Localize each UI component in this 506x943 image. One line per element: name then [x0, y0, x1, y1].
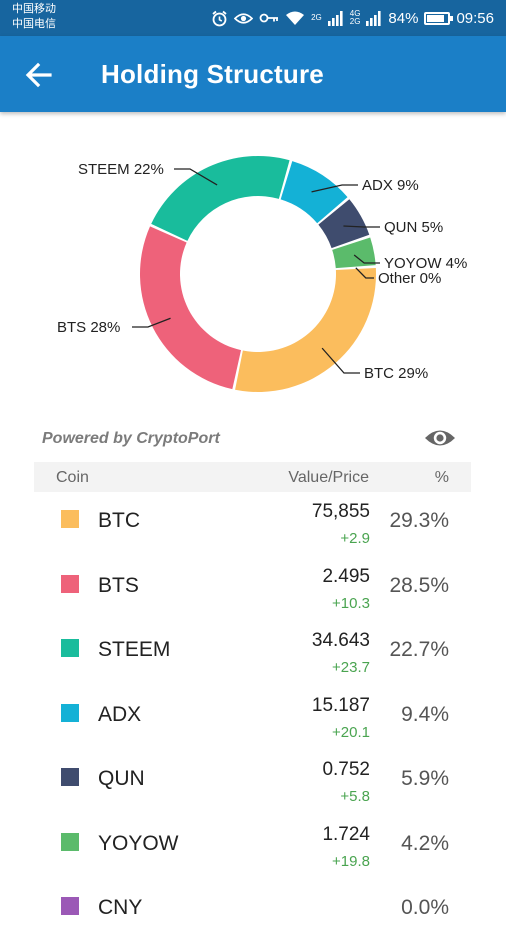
- network-type-3: 2G: [349, 17, 361, 26]
- status-bar: 中国移动 中国电信 2G 4G 2G: [0, 0, 506, 36]
- header-value-price: Value/Price: [288, 469, 369, 486]
- coin-change: +19.8: [332, 852, 370, 870]
- signal-icon: [327, 10, 343, 26]
- table-row[interactable]: CNY 0.0%: [0, 879, 506, 943]
- coin-value: 2.495: [322, 565, 370, 587]
- coin-percent: 9.4%: [401, 702, 449, 726]
- coin-name: CNY: [98, 896, 143, 919]
- table-row[interactable]: QUN 0.752 +5.8 5.9%: [0, 750, 506, 815]
- coin-change: +2.9: [340, 530, 370, 547]
- donut-slice-qun: [318, 199, 370, 249]
- holding-donut-chart: BTC 29% BTS 28% STEEM 22% ADX 9% QUN 5% YOYOW…: [0, 112, 506, 412]
- header-coin: Coin: [56, 469, 89, 486]
- coin-change: +23.7: [332, 659, 370, 676]
- coin-percent: 5.9%: [401, 767, 449, 790]
- clock: 09:56: [456, 9, 494, 27]
- slice-label-other: Other 0%: [378, 270, 441, 287]
- leader-line-btc: [321, 347, 360, 374]
- coin-percent: 29.3%: [389, 509, 449, 532]
- toggle-visibility-button[interactable]: [423, 425, 457, 451]
- alarm-icon: [212, 10, 227, 26]
- donut-slice-btc: [235, 268, 377, 393]
- table-row[interactable]: ADX 15.187 +20.1 9.4%: [0, 686, 506, 751]
- arrow-left-icon: [25, 62, 52, 88]
- network-type-2: 4G: [349, 9, 361, 18]
- holdings-table-header: Coin Value/Price %: [34, 462, 471, 492]
- donut-chart-svg: BTC 29% BTS 28% STEEM 22% ADX 9% QUN 5% YOYOW…: [57, 156, 467, 393]
- app-bar: Holding Structure: [0, 36, 506, 112]
- leader-line-adx: [311, 184, 358, 193]
- donut-slice-steem: [151, 156, 290, 241]
- eye-icon: [425, 430, 455, 446]
- coin-color-swatch: [61, 897, 79, 915]
- coin-percent: 22.7%: [389, 638, 449, 661]
- slice-label-adx: ADX 9%: [362, 177, 419, 194]
- holdings-list: BTC 75,855 +2.9 29.3% BTS 2.495 +10.3 28…: [0, 492, 506, 943]
- slice-label-bts: BTS 28%: [57, 319, 120, 336]
- coin-name: BTS: [98, 573, 139, 597]
- coin-value: 75,855: [311, 501, 370, 522]
- wifi-icon: [286, 11, 305, 25]
- donut-slice-yoyow: [332, 237, 376, 269]
- leader-line-qun: [343, 225, 380, 228]
- coin-name: BTC: [98, 509, 140, 532]
- table-row[interactable]: YOYOW 1.724 +19.8 4.2%: [0, 815, 506, 880]
- network-type-1: 2G: [311, 13, 322, 22]
- coin-percent: 28.5%: [389, 573, 449, 597]
- coin-color-swatch: [61, 832, 79, 851]
- carrier-2: 中国电信: [12, 18, 56, 30]
- leader-line-other: [355, 267, 374, 279]
- table-row[interactable]: STEEM 34.643 +23.7 22.7%: [0, 621, 506, 686]
- header-percent: %: [434, 469, 449, 486]
- coin-percent: 4.2%: [401, 831, 449, 855]
- slice-label-qun: QUN 5%: [384, 219, 443, 236]
- page-title: Holding Structure: [101, 59, 324, 89]
- coin-change: +20.1: [332, 723, 370, 741]
- coin-name: STEEM: [98, 638, 171, 661]
- battery-percent: 84%: [388, 9, 419, 27]
- slice-label-steem: STEEM 22%: [78, 161, 164, 178]
- key-icon: [259, 13, 279, 23]
- coin-percent: 0.0%: [401, 896, 449, 919]
- coin-name: QUN: [98, 767, 145, 790]
- status-icons: 2G 4G 2G 84% 09:56: [211, 0, 494, 36]
- back-button[interactable]: [22, 58, 56, 92]
- donut-slice-adx: [280, 161, 348, 224]
- coin-change: +5.8: [340, 788, 370, 805]
- coin-color-swatch: [61, 639, 79, 657]
- coin-change: +10.3: [332, 594, 370, 612]
- battery-fill: [427, 14, 445, 22]
- coin-color-swatch: [61, 768, 79, 786]
- coin-name: YOYOW: [98, 831, 179, 855]
- leader-line-bts: [132, 317, 171, 328]
- leader-line-yoyow: [353, 254, 380, 264]
- battery-icon: [424, 11, 454, 25]
- donut-slice-bts: [140, 226, 242, 390]
- coin-value: 0.752: [322, 759, 370, 780]
- slice-label-yoyow: YOYOW 4%: [384, 255, 467, 272]
- coin-value: 1.724: [322, 823, 370, 845]
- coin-color-swatch: [61, 510, 79, 528]
- table-row[interactable]: BTS 2.495 +10.3 28.5%: [0, 557, 506, 622]
- signal-icon-2: [366, 10, 382, 26]
- eye-comfort-icon: [234, 12, 254, 24]
- coin-color-swatch: [61, 703, 79, 722]
- coin-value: 15.187: [311, 694, 370, 716]
- carrier-1: 中国移动: [12, 3, 56, 15]
- table-row[interactable]: BTC 75,855 +2.9 29.3%: [0, 492, 506, 557]
- coin-color-swatch: [61, 574, 79, 593]
- leader-line-steem: [174, 168, 218, 186]
- coin-value: 34.643: [311, 630, 370, 651]
- powered-by-label: Powered by CryptoPort: [42, 430, 220, 447]
- coin-name: ADX: [98, 702, 142, 726]
- slice-label-btc: BTC 29%: [364, 365, 428, 382]
